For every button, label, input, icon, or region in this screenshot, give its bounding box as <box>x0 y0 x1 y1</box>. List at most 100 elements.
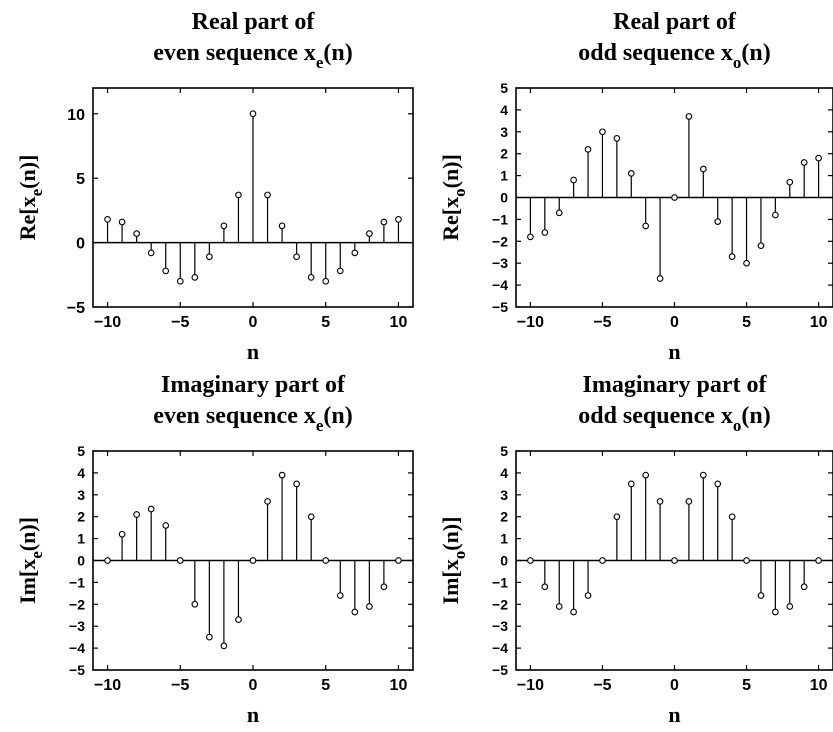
x-tick-label: 5 <box>321 677 330 694</box>
stem-marker <box>206 633 213 641</box>
stem-marker <box>235 616 242 623</box>
stem-marker <box>395 216 402 223</box>
y-tick-label: −5 <box>67 300 85 317</box>
chart-title-line1: Real part of <box>192 9 316 35</box>
title-text: odd sequence x <box>578 40 733 66</box>
y-tick-label: 1 <box>77 531 85 547</box>
y-tick-label: −1 <box>492 574 508 590</box>
y-tick-label: 2 <box>500 509 508 525</box>
title-suffix: (n) <box>741 40 770 66</box>
y-tick-label: 0 <box>500 553 508 569</box>
x-axis-label: n <box>247 702 259 727</box>
y-tick-label: −5 <box>69 662 85 678</box>
y-label-subscript: o <box>450 551 469 560</box>
stem-marker <box>278 471 286 479</box>
y-tick-label: −3 <box>492 618 508 634</box>
stem-marker <box>118 218 126 226</box>
x-axis-label: n <box>668 339 680 364</box>
y-tick-label: 2 <box>500 146 508 162</box>
x-tick-label: 10 <box>810 677 828 694</box>
title-subscript: e <box>316 53 324 72</box>
x-tick-label: −5 <box>171 677 189 694</box>
y-label-subscript: e <box>27 188 46 196</box>
y-tick-label: −3 <box>69 618 85 634</box>
stem-marker <box>176 557 184 564</box>
x-axis-label: n <box>247 339 259 364</box>
chart-panel-1: Real part of even sequence xe(n) Re[xe(n)]… <box>15 9 414 364</box>
stem-marker <box>366 230 373 237</box>
y-tick-label: −4 <box>69 640 85 656</box>
y-tick-label: 4 <box>500 102 508 118</box>
stem-marker <box>527 557 534 564</box>
chart-title-line1: Imaginary part of <box>583 372 768 398</box>
y-tick-label: −1 <box>69 574 85 590</box>
stem-marker <box>133 230 140 237</box>
stem-marker <box>743 259 750 267</box>
title-suffix: (n) <box>741 403 770 429</box>
x-tick-label: −10 <box>517 314 544 331</box>
stem-marker <box>235 191 242 199</box>
stem-marker <box>322 277 330 285</box>
stem-marker <box>685 498 693 505</box>
chart-title-line2: even sequence xe(n) <box>153 40 353 72</box>
title-text: odd sequence x <box>578 403 733 429</box>
stem-marker <box>642 222 650 230</box>
title-suffix: (n) <box>323 403 352 429</box>
stem-marker <box>527 233 534 241</box>
axes-frame <box>515 450 833 671</box>
stem-marker <box>336 267 344 275</box>
stem-marker <box>118 530 126 538</box>
stem-marker <box>671 194 678 201</box>
y-axis-label: Im[xo(n)] <box>438 517 469 605</box>
y-tick-label: −3 <box>492 255 508 271</box>
y-label-suffix: (n)] <box>15 155 40 189</box>
stem-marker <box>162 267 170 275</box>
stem-marker <box>147 505 155 513</box>
stem-marker <box>104 557 111 564</box>
y-tick-label: 3 <box>500 124 508 140</box>
y-tick-label: −4 <box>492 277 508 293</box>
stem-marker <box>278 222 286 230</box>
x-tick-label: 10 <box>810 314 828 331</box>
stem-marker <box>220 642 228 650</box>
y-axis-label: Im[xe(n)] <box>15 517 46 604</box>
stem-marker <box>584 592 592 599</box>
x-tick-label: −5 <box>593 677 611 694</box>
stem-marker <box>322 557 330 564</box>
stem-marker <box>395 557 402 564</box>
y-tick-label: 1 <box>500 531 508 547</box>
y-tick-label: 5 <box>76 171 85 188</box>
y-label-subscript: e <box>27 551 46 559</box>
stem-marker <box>541 229 549 236</box>
stem-marker <box>249 110 257 118</box>
x-tick-label: 0 <box>249 314 258 331</box>
title-subscript: o <box>733 53 742 72</box>
y-label-text: Im[x <box>15 559 40 604</box>
x-tick-label: −5 <box>171 314 189 331</box>
y-axis-label: Re[xo(n)] <box>438 154 469 241</box>
x-tick-label: −10 <box>517 677 544 694</box>
stem-marker <box>699 471 707 479</box>
stem-marker <box>815 154 822 162</box>
x-tick-label: 5 <box>742 677 751 694</box>
y-tick-label: 1 <box>500 168 508 184</box>
x-tick-label: 0 <box>670 314 679 331</box>
y-tick-label: −2 <box>492 596 508 612</box>
stem-marker <box>599 128 606 136</box>
stem-marker <box>351 249 359 257</box>
stem-marker <box>307 274 315 281</box>
stem-marker <box>757 592 765 599</box>
stem-marker <box>685 113 693 120</box>
x-tick-label: 0 <box>670 677 679 694</box>
y-tick-label: 5 <box>500 443 508 459</box>
y-axis-label: Re[xe(n)] <box>15 155 46 241</box>
stem-marker <box>714 480 722 488</box>
stem-marker <box>264 498 271 505</box>
title-subscript: o <box>733 416 742 435</box>
stem-marker <box>627 170 635 177</box>
stem-marker <box>786 178 794 186</box>
x-tick-label: −10 <box>94 677 121 694</box>
